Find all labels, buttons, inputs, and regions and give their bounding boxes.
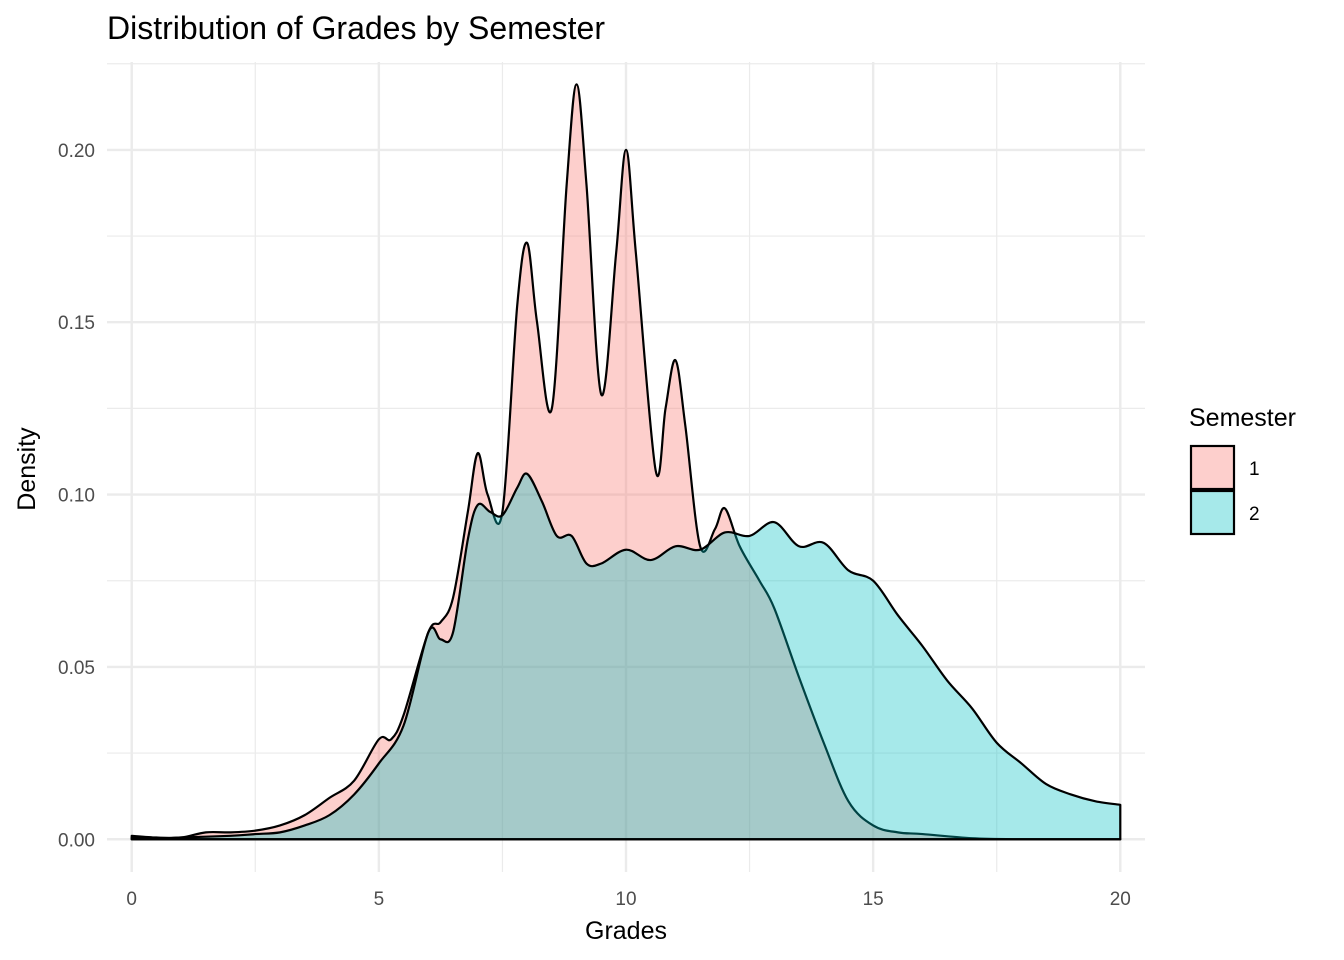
density-area-semester-2 <box>130 472 1122 841</box>
density-areas <box>130 83 1122 841</box>
x-tick-label: 5 <box>374 889 385 910</box>
y-tick-label: 0.20 <box>58 141 95 162</box>
legend-key-semester-2 <box>1189 489 1236 536</box>
y-tick-label: 0.05 <box>58 658 95 679</box>
x-tick-label: 20 <box>1110 889 1131 910</box>
legend-title: Semester <box>1189 404 1296 432</box>
x-tick-label: 15 <box>863 889 884 910</box>
x-tick-label: 10 <box>615 889 636 910</box>
legend-label-semester-1: 1 <box>1249 459 1260 480</box>
x-tick-label: 0 <box>126 889 137 910</box>
grid <box>107 62 1145 872</box>
y-axis-label: Density <box>13 427 41 511</box>
y-axis-ticks: 0.00 0.05 0.10 0.15 0.20 <box>58 141 95 851</box>
x-axis-ticks: 0 5 10 15 20 <box>126 889 1130 910</box>
density-area-semester-1 <box>130 83 1122 841</box>
y-tick-label: 0.15 <box>58 313 95 334</box>
x-axis-label: Grades <box>585 917 667 945</box>
legend: Semester 1 2 <box>1189 404 1296 536</box>
legend-key-semester-1 <box>1189 444 1236 491</box>
y-tick-label: 0.10 <box>58 486 95 507</box>
chart-title: Distribution of Grades by Semester <box>107 10 605 46</box>
legend-label-semester-2: 2 <box>1249 504 1260 525</box>
y-tick-label: 0.00 <box>58 830 95 851</box>
